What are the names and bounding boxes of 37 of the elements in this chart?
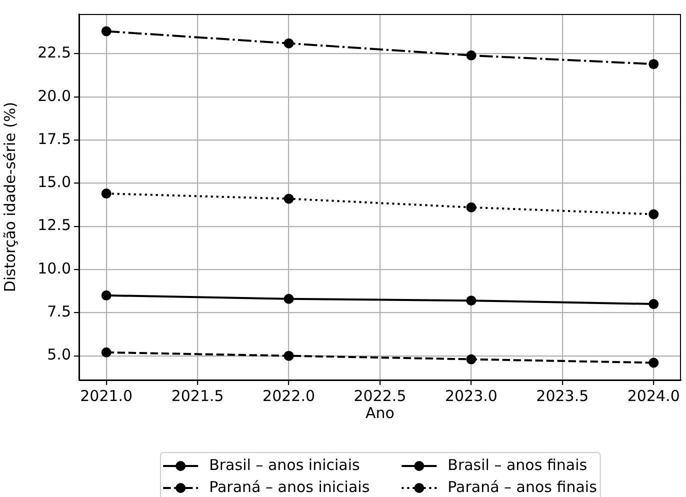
x-axis-title: Ano — [366, 404, 394, 422]
point — [466, 202, 476, 212]
y-tick-label: 17.5 — [38, 130, 71, 148]
point — [466, 354, 476, 364]
x-tick-label: 2023.5 — [536, 386, 589, 405]
point — [284, 350, 294, 361]
y-axis-title: Distorção idade-série (%) — [0, 102, 19, 292]
point — [648, 209, 659, 220]
y-tick-label: 7.5 — [47, 302, 71, 321]
point — [648, 299, 659, 310]
point — [101, 188, 112, 199]
point — [284, 294, 294, 304]
x-tick-label: 2021.5 — [171, 386, 224, 405]
y-tick-label: 12.5 — [38, 216, 71, 234]
y-tick-label: 22.5 — [38, 44, 71, 62]
y-tick-label: 20.0 — [38, 86, 71, 105]
legend-label: Paraná – anos iniciais — [209, 478, 370, 496]
y-tick-label: 5.0 — [47, 346, 71, 364]
point — [284, 194, 294, 204]
legend-label: Paraná – anos finais — [448, 478, 598, 496]
point — [101, 290, 112, 300]
point — [101, 347, 112, 358]
x-tick-label: 2022.5 — [354, 386, 406, 405]
point — [466, 50, 476, 60]
x-tick-label: 2022.0 — [262, 386, 316, 405]
x-tick-label: 2023.0 — [444, 386, 498, 405]
legend-label: Brasil – anos iniciais — [209, 456, 360, 474]
point — [648, 59, 659, 70]
point — [648, 358, 659, 368]
y-tick-label: 15.0 — [38, 173, 71, 192]
x-tick-label: 2024.0 — [627, 386, 680, 405]
point — [466, 296, 476, 306]
x-tick-label: 2021.0 — [80, 386, 133, 405]
y-tick-label: 10.0 — [38, 259, 71, 278]
point — [284, 38, 294, 48]
point — [101, 26, 112, 36]
legend-label: Brasil – anos finais — [448, 456, 588, 474]
